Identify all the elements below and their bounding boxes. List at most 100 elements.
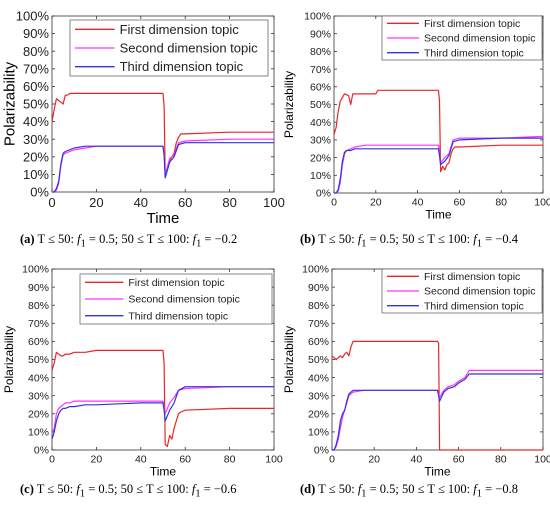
- x-tick-label-c: 40: [135, 454, 147, 466]
- legend-label-a-3: Third dimension topic: [120, 59, 244, 74]
- series-line-d-1: [331, 340, 543, 451]
- x-tick-label-a: 20: [89, 195, 103, 210]
- y-tick-label-d: 0%: [314, 445, 329, 457]
- x-axis-title-b: Time: [425, 208, 452, 222]
- y-tick-label-b: 10%: [310, 170, 331, 182]
- chart-b: 0% 10% 20% 30% 40% 50% 60% 70% 80% 90% 100% 0 20 40 60…: [282, 11, 550, 222]
- x-axis-title-c: Time: [150, 465, 177, 479]
- caption-d: (d) T ≤ 50: f1 = 0.5; 50 ≤ T ≤ 100: f1 =…: [300, 482, 518, 500]
- legend-label-b-3: Third dimension topic: [424, 47, 524, 59]
- x-axis-title-d: Time: [424, 465, 451, 479]
- chart-panel-b: 0% 10% 20% 30% 40% 50% 60% 70% 80% 90% 100% 0 20 40 60…: [280, 0, 550, 252]
- y-tick-label-a: 60%: [23, 79, 49, 94]
- y-tick-label-c: 90%: [28, 282, 49, 294]
- legend-label-c-2: Second dimension topic: [128, 294, 240, 306]
- series-line-d-3: [332, 373, 543, 451]
- chart-panel-c: 0% 10% 20% 30% 40% 50% 60% 70% 80% 90% 100% 0 20 40 60…: [0, 252, 283, 505]
- x-tick-label-b: 20: [370, 197, 382, 209]
- series-line-b-3: [334, 137, 543, 194]
- caption-a-text: T ≤ 50:: [34, 232, 78, 246]
- y-tick-label-b: 30%: [310, 135, 331, 147]
- x-tick-label-c: 100: [265, 454, 283, 466]
- y-tick-label-a: 0%: [30, 185, 49, 200]
- y-tick-label-a: 80%: [23, 44, 49, 59]
- caption-c-f: f: [76, 482, 80, 496]
- y-tick-label-d: 50%: [308, 354, 329, 366]
- caption-b-f: f: [357, 232, 362, 246]
- caption-b-f2: f: [473, 232, 477, 246]
- caption-b: (b) T ≤ 50: f1 = 0.5; 50 ≤ T ≤ 100: f1 =…: [300, 232, 518, 250]
- y-tick-label-b: 60%: [310, 81, 331, 93]
- x-tick-label-a: 0: [48, 195, 55, 210]
- chart-panel-a: 0% 10% 20% 30% 40% 50% 60% 70% 80% 90% 100% 0 20 40 60…: [0, 0, 285, 252]
- caption-b-text: T ≤ 50:: [315, 232, 358, 246]
- caption-c: (c) T ≤ 50: f1 = 0.5; 50 ≤ T ≤ 100: f1 =…: [20, 482, 237, 500]
- y-tick-label-b: 100%: [304, 11, 331, 23]
- y-tick-label-a: 100%: [16, 9, 50, 24]
- caption-d-sub2: 1: [476, 488, 482, 500]
- y-tick-label-d: 60%: [308, 336, 329, 348]
- y-tick-label-d: 70%: [308, 318, 329, 330]
- y-tick-label-c: 40%: [28, 372, 49, 384]
- caption-a-f2: f: [192, 232, 197, 246]
- caption-d-text3: = −0.8: [481, 482, 518, 496]
- caption-a-text3: = −0.2: [201, 232, 238, 246]
- y-axis-title-b: Polarizability: [282, 71, 296, 138]
- x-tick-label-d: 100: [534, 454, 550, 466]
- caption-d-f2: f: [473, 482, 477, 496]
- y-tick-label-a: 90%: [23, 26, 49, 41]
- y-tick-label-a: 10%: [23, 167, 49, 182]
- caption-c-label: (c): [20, 482, 34, 496]
- caption-a-sub2: 1: [196, 238, 202, 250]
- y-tick-label-d: 30%: [308, 390, 329, 402]
- caption-c-sub2: 1: [195, 488, 201, 500]
- caption-a-sub: 1: [80, 238, 86, 250]
- legend-label-a-1: First dimension topic: [120, 22, 240, 37]
- x-tick-label-c: 20: [91, 454, 103, 466]
- y-tick-label-c: 100%: [22, 264, 49, 276]
- caption-a-label: (a): [20, 232, 35, 246]
- legend-label-b-2: Second dimension topic: [424, 33, 536, 45]
- caption-c-text2: = 0.5; 50 ≤ T ≤ 100:: [85, 482, 192, 496]
- x-tick-label-b: 60: [454, 197, 466, 209]
- legend-label-d-2: Second dimension topic: [424, 286, 536, 298]
- x-tick-label-a: 80: [222, 195, 236, 210]
- y-tick-label-d: 80%: [308, 300, 329, 312]
- legend-label-c-1: First dimension topic: [128, 277, 224, 289]
- caption-b-label: (b): [300, 232, 316, 246]
- y-tick-label-c: 0%: [34, 445, 49, 457]
- y-tick-label-b: 80%: [310, 46, 331, 58]
- y-tick-label-c: 50%: [28, 354, 49, 366]
- y-axis-title-a: Polarizability: [1, 61, 18, 146]
- x-tick-label-b: 40: [412, 197, 424, 209]
- x-tick-label-b: 100: [534, 197, 550, 209]
- legend-label-c-3: Third dimension topic: [128, 310, 228, 322]
- series-line-b-1: [333, 89, 543, 173]
- x-tick-label-c: 0: [49, 454, 55, 466]
- y-tick-label-c: 30%: [28, 390, 49, 402]
- legend-label-a-2: Second dimension topic: [120, 41, 259, 56]
- caption-d-f: f: [357, 482, 362, 496]
- y-tick-label-b: 40%: [310, 117, 331, 129]
- caption-d-sub: 1: [361, 488, 367, 500]
- x-axis-title-a: Time: [147, 210, 180, 227]
- y-axis-title-d: Polarizability: [282, 326, 296, 393]
- series-line-c-3: [51, 386, 274, 440]
- y-tick-label-a: 40%: [23, 114, 49, 129]
- x-tick-label-c: 60: [179, 454, 191, 466]
- caption-c-text3: = −0.6: [200, 482, 237, 496]
- series-line-a-3: [52, 142, 274, 193]
- caption-a: (a) T ≤ 50: f1 = 0.5; 50 ≤ T ≤ 100: f1 =…: [20, 232, 237, 250]
- y-tick-label-d: 20%: [308, 408, 329, 420]
- caption-a-text2: = 0.5; 50 ≤ T ≤ 100:: [85, 232, 193, 246]
- caption-a-f: f: [77, 232, 81, 246]
- legend-label-d-1: First dimension topic: [424, 271, 520, 283]
- caption-d-text: T ≤ 50:: [315, 482, 358, 496]
- y-tick-label-c: 10%: [28, 427, 49, 439]
- y-tick-label-c: 20%: [28, 408, 49, 420]
- y-tick-label-b: 90%: [310, 28, 331, 40]
- x-tick-label-d: 0: [329, 454, 335, 466]
- y-tick-label-c: 70%: [28, 318, 49, 330]
- x-tick-label-d: 80: [495, 454, 507, 466]
- caption-c-sub: 1: [79, 488, 86, 500]
